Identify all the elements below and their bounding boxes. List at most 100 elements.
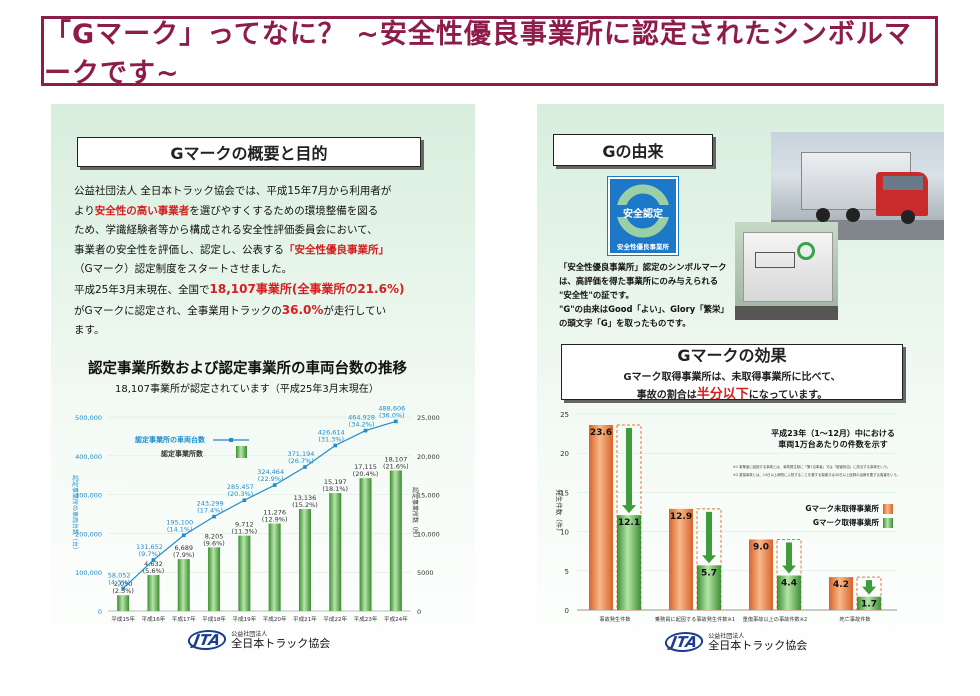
bar-pct-label: (12.9%)	[262, 515, 288, 523]
legend-label: Gマーク未取得事業所	[805, 503, 879, 513]
chart2-note: ※2 重傷事故とは、14日以上病院に入院することを要する傷害又は30日以上医師の…	[733, 472, 900, 477]
bar-pct-label: (9.6%)	[203, 539, 225, 547]
bar-certified-count	[359, 478, 372, 611]
certification-trend-chart: 0 100,000 200,000 300,000 400,000 500,000 0 500…	[71, 404, 440, 623]
bar-certified	[617, 515, 641, 610]
overview-heading: Gマークの概要と目的	[77, 137, 421, 167]
jta-logo-small: 公益社団法人	[231, 630, 268, 638]
jta-logo-mark: JTA	[186, 630, 229, 650]
down-arrow-shaft	[866, 580, 872, 588]
line-value-label: 285,457	[227, 483, 254, 491]
y2-tick-label: 25,000	[417, 414, 440, 422]
bar-pct-label: (11.3%)	[231, 528, 257, 536]
down-arrow-shaft	[706, 511, 712, 557]
effect-heading: Gマークの効果 Gマーク取得事業所は、未取得事業所に比べて、 事故の割合は半分以…	[561, 344, 903, 402]
line-point	[242, 498, 247, 503]
y-tick-label: 5	[565, 568, 569, 576]
line-vehicle-count	[122, 420, 397, 589]
down-arrow-shaft	[626, 427, 632, 507]
y-tick-label: 300,000	[75, 492, 102, 500]
origin-heading-text: Gの由来	[602, 142, 664, 161]
bar-certified-count	[268, 523, 281, 611]
bar-value-label: 9.0	[753, 542, 769, 552]
x-tick-label: 平成20年	[263, 615, 287, 623]
caption-line: の頭文字「G」を取ったものです。	[559, 318, 691, 328]
y-tick-label: 25	[560, 411, 569, 419]
caption-line: "安全性"の証です。	[559, 290, 634, 300]
bar-certified-count	[389, 470, 402, 611]
bar-uncertified	[589, 424, 613, 610]
x-tick-label: 平成15年	[111, 615, 135, 623]
line-value-label: 371,194	[288, 450, 315, 458]
line-point	[151, 558, 156, 562]
chart2-title: 平成23年（1～12月）中における	[771, 428, 895, 438]
line-pct-label: (20.3%)	[227, 490, 253, 498]
effect-panel: Gの由来 安全認定 安全性優良事業所 「安全性優良事業所」認定のシンボルマーク …	[537, 104, 944, 676]
truck-photo-large	[771, 132, 944, 240]
bar-value-label: 5.7	[701, 568, 717, 578]
x-tick-label: 平成21年	[293, 615, 317, 623]
y-tick-label: 0	[98, 608, 102, 616]
legend-swatch	[883, 518, 893, 528]
bar-pct-label: (18.1%)	[322, 485, 348, 493]
accident-rate-chart: 0 5 10 15 20 25 発生件数（件） 平成23年（1～12月）中における車両1万台あ…	[555, 411, 900, 623]
body-line: より安全性の高い事業者を選びやすくするための環境整備を図る	[74, 204, 379, 217]
y2-tick-label: 5000	[417, 569, 434, 577]
jta-logo-small: 公益社団法人	[708, 632, 745, 640]
line-pct-label: (34.2%)	[349, 421, 375, 429]
bar-certified-count	[298, 509, 311, 611]
y-tick-label: 500,000	[75, 414, 102, 422]
line-value-label: 426,614	[318, 428, 345, 436]
down-arrow-icon	[782, 565, 796, 574]
chart-subtitle: 18,107事業所が認定されています（平成25年3月末現在）	[115, 384, 379, 395]
truck-photo-small	[735, 222, 838, 320]
line-pct-label: (26.7%)	[288, 457, 314, 465]
body-line: 事業者の安全性を評価し、認定し、公表する「安全性優良事業所」	[74, 243, 389, 256]
legend-line-marker	[229, 438, 233, 442]
line-value-label: 195,100	[166, 518, 193, 526]
bar-pct-label: (20.4%)	[353, 470, 379, 478]
jta-logo-right: JTA 公益社団法人 全日本トラック協会	[663, 632, 807, 652]
legend-line-label: 認定事業所の車両台数	[135, 435, 206, 444]
bar-value-label: 6,689	[174, 544, 193, 552]
y2-axis-label: 認定事業所数（所）	[411, 487, 419, 541]
line-value-label: 324,464	[257, 468, 284, 476]
line-pct-label: (4.3%)	[108, 578, 130, 586]
effect-heading-text: Gマークの効果	[677, 346, 787, 365]
bar-value-label: 18,107	[384, 455, 407, 463]
x-tick-label: 平成18年	[202, 615, 226, 623]
y-tick-label: 400,000	[75, 453, 102, 461]
bar-value-label: 23.6	[590, 428, 612, 438]
bar-value-label: 11,276	[263, 508, 286, 516]
line-point	[212, 514, 216, 519]
bar-value-label: 2,030	[114, 580, 133, 588]
bar-certified-count	[329, 493, 342, 611]
bar-uncertified	[669, 508, 693, 610]
down-arrow-icon	[862, 586, 876, 595]
bar-pct-label: (15.2%)	[292, 501, 318, 509]
y2-tick-label: 15,000	[417, 492, 440, 500]
chart2-note: ※1 事業者に起因する事故とは、事故発生時に「第1当事者」又は「被害相当」に該当…	[733, 464, 890, 469]
bar-certified-count	[238, 535, 251, 611]
legend-bar-swatch	[236, 446, 247, 458]
line-point	[303, 465, 307, 469]
page-title-box: 「Gマーク」ってなに？ ~安全性優良事業所に認定されたシンボルマークです~	[41, 16, 938, 89]
bar-value-label: 12.1	[618, 518, 640, 528]
y-tick-label: 15	[560, 489, 569, 497]
g-symbol-icon	[614, 184, 672, 238]
line-point	[333, 443, 338, 448]
origin-caption: 「安全性優良事業所」認定のシンボルマーク は、高評価を得た事業所にのみ与えられる…	[559, 260, 769, 330]
chart2-subtitle: 車両1万台あたりの件数を示す	[778, 439, 888, 449]
line-point	[394, 419, 398, 424]
line-point	[121, 586, 125, 591]
y-tick-label: 10	[560, 529, 569, 537]
origin-heading: Gの由来	[553, 134, 713, 166]
bar-uncertified	[749, 539, 773, 610]
x-tick-label: 平成16年	[141, 615, 165, 623]
bar-value-label: 4.2	[833, 580, 849, 590]
jta-logo-mark: JTA	[663, 632, 706, 652]
line-pct-label: (36.0%)	[379, 411, 405, 419]
bar-certified	[697, 565, 721, 610]
body-line: 平成25年3月末現在、全国で18,107事業所(全事業所の21.6%)	[74, 281, 405, 296]
y2-tick-label: 20,000	[417, 453, 440, 461]
